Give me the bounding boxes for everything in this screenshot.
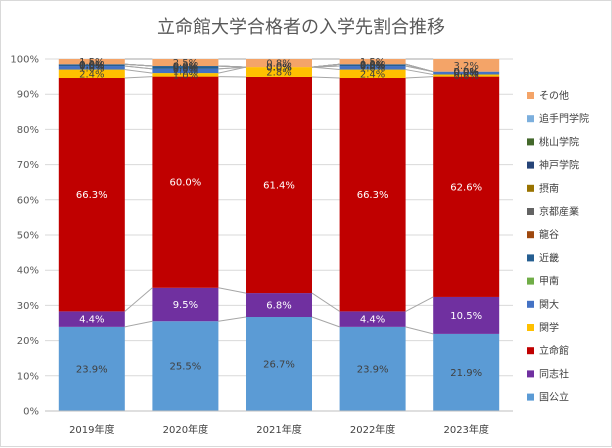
series-line bbox=[218, 288, 246, 293]
series-line bbox=[312, 67, 340, 69]
data-label: 23.9% bbox=[357, 364, 389, 375]
y-tick-label: 60% bbox=[17, 195, 39, 206]
data-label: 62.6% bbox=[450, 182, 482, 193]
series-line bbox=[125, 66, 153, 69]
legend-label: 甲南 bbox=[539, 275, 559, 288]
data-label: 6.8% bbox=[266, 301, 291, 312]
legend-swatch bbox=[527, 231, 534, 238]
legend-swatch bbox=[527, 394, 534, 401]
series-line bbox=[406, 327, 434, 334]
legend-swatch bbox=[527, 92, 534, 99]
data-label: 23.9% bbox=[76, 364, 108, 375]
data-label: 26.7% bbox=[263, 360, 295, 371]
y-tick-label: 40% bbox=[17, 266, 39, 277]
legend-label: 関学 bbox=[539, 321, 559, 334]
y-tick-label: 20% bbox=[17, 336, 39, 347]
legend-label: 摂南 bbox=[539, 182, 559, 195]
series-line bbox=[406, 77, 434, 78]
x-category-label: 2019年度 bbox=[69, 423, 114, 436]
legend-label: 同志社 bbox=[539, 367, 569, 380]
series-line bbox=[218, 317, 246, 321]
chart-title: 立命館大学合格者の入学先割合推移 bbox=[157, 17, 445, 38]
legend-label: 近畿 bbox=[539, 251, 559, 264]
y-tick-label: 0% bbox=[23, 407, 39, 418]
x-category-label: 2020年度 bbox=[163, 423, 208, 436]
data-label: 21.9% bbox=[450, 368, 482, 379]
data-label: 25.5% bbox=[170, 362, 202, 373]
legend-swatch bbox=[527, 115, 534, 122]
legend-label: 京都産業 bbox=[539, 205, 579, 218]
series-line bbox=[312, 317, 340, 327]
data-label: 0.8% bbox=[266, 59, 291, 70]
legend-swatch bbox=[527, 254, 534, 261]
data-label: 66.3% bbox=[76, 190, 108, 201]
legend-swatch bbox=[527, 324, 534, 331]
series-line bbox=[218, 66, 246, 67]
y-tick-label: 70% bbox=[17, 160, 39, 171]
data-label: 9.5% bbox=[173, 300, 198, 311]
data-label: 4.4% bbox=[360, 315, 385, 326]
data-label: 1.5% bbox=[360, 57, 385, 68]
legend-label: 国公立 bbox=[539, 391, 569, 404]
x-category-label: 2023年度 bbox=[443, 423, 488, 436]
y-tick-label: 80% bbox=[17, 125, 39, 136]
data-label: 1.5% bbox=[79, 57, 104, 68]
legend-swatch bbox=[527, 138, 534, 145]
legend-swatch bbox=[527, 370, 534, 377]
legend-label: 桃山学院 bbox=[539, 135, 579, 148]
legend-swatch bbox=[527, 278, 534, 285]
series-line bbox=[312, 77, 340, 78]
legend-label: 立命館 bbox=[539, 344, 569, 357]
legend-swatch bbox=[527, 185, 534, 192]
series-line bbox=[125, 321, 153, 327]
data-label: 2.5% bbox=[173, 58, 198, 69]
legend-label: 関大 bbox=[539, 298, 559, 311]
x-category-label: 2022年度 bbox=[350, 423, 395, 436]
series-line bbox=[125, 77, 153, 78]
y-tick-label: 100% bbox=[10, 55, 39, 66]
data-label: 61.4% bbox=[263, 181, 295, 192]
y-tick-label: 90% bbox=[17, 90, 39, 101]
legend-label: その他 bbox=[539, 89, 569, 102]
x-category-label: 2021年度 bbox=[256, 423, 301, 436]
y-tick-label: 10% bbox=[17, 371, 39, 382]
data-label: 3.2% bbox=[453, 61, 478, 72]
legend-swatch bbox=[527, 208, 534, 215]
data-label: 60.0% bbox=[170, 178, 202, 189]
series-line bbox=[312, 293, 340, 311]
data-label: 4.4% bbox=[79, 315, 104, 326]
legend-swatch bbox=[527, 162, 534, 169]
data-label: 10.5% bbox=[450, 311, 482, 322]
legend-label: 追手門学院 bbox=[539, 112, 589, 125]
legend-swatch bbox=[527, 347, 534, 354]
y-tick-label: 30% bbox=[17, 301, 39, 312]
legend-label: 神戸学院 bbox=[539, 159, 579, 172]
legend-swatch bbox=[527, 301, 534, 308]
series-line bbox=[125, 64, 153, 66]
data-label: 66.3% bbox=[357, 190, 389, 201]
legend-label: 龍谷 bbox=[539, 228, 559, 241]
series-line bbox=[125, 288, 153, 312]
y-tick-label: 50% bbox=[17, 231, 39, 242]
series-line bbox=[406, 297, 434, 311]
series-line bbox=[125, 70, 153, 74]
